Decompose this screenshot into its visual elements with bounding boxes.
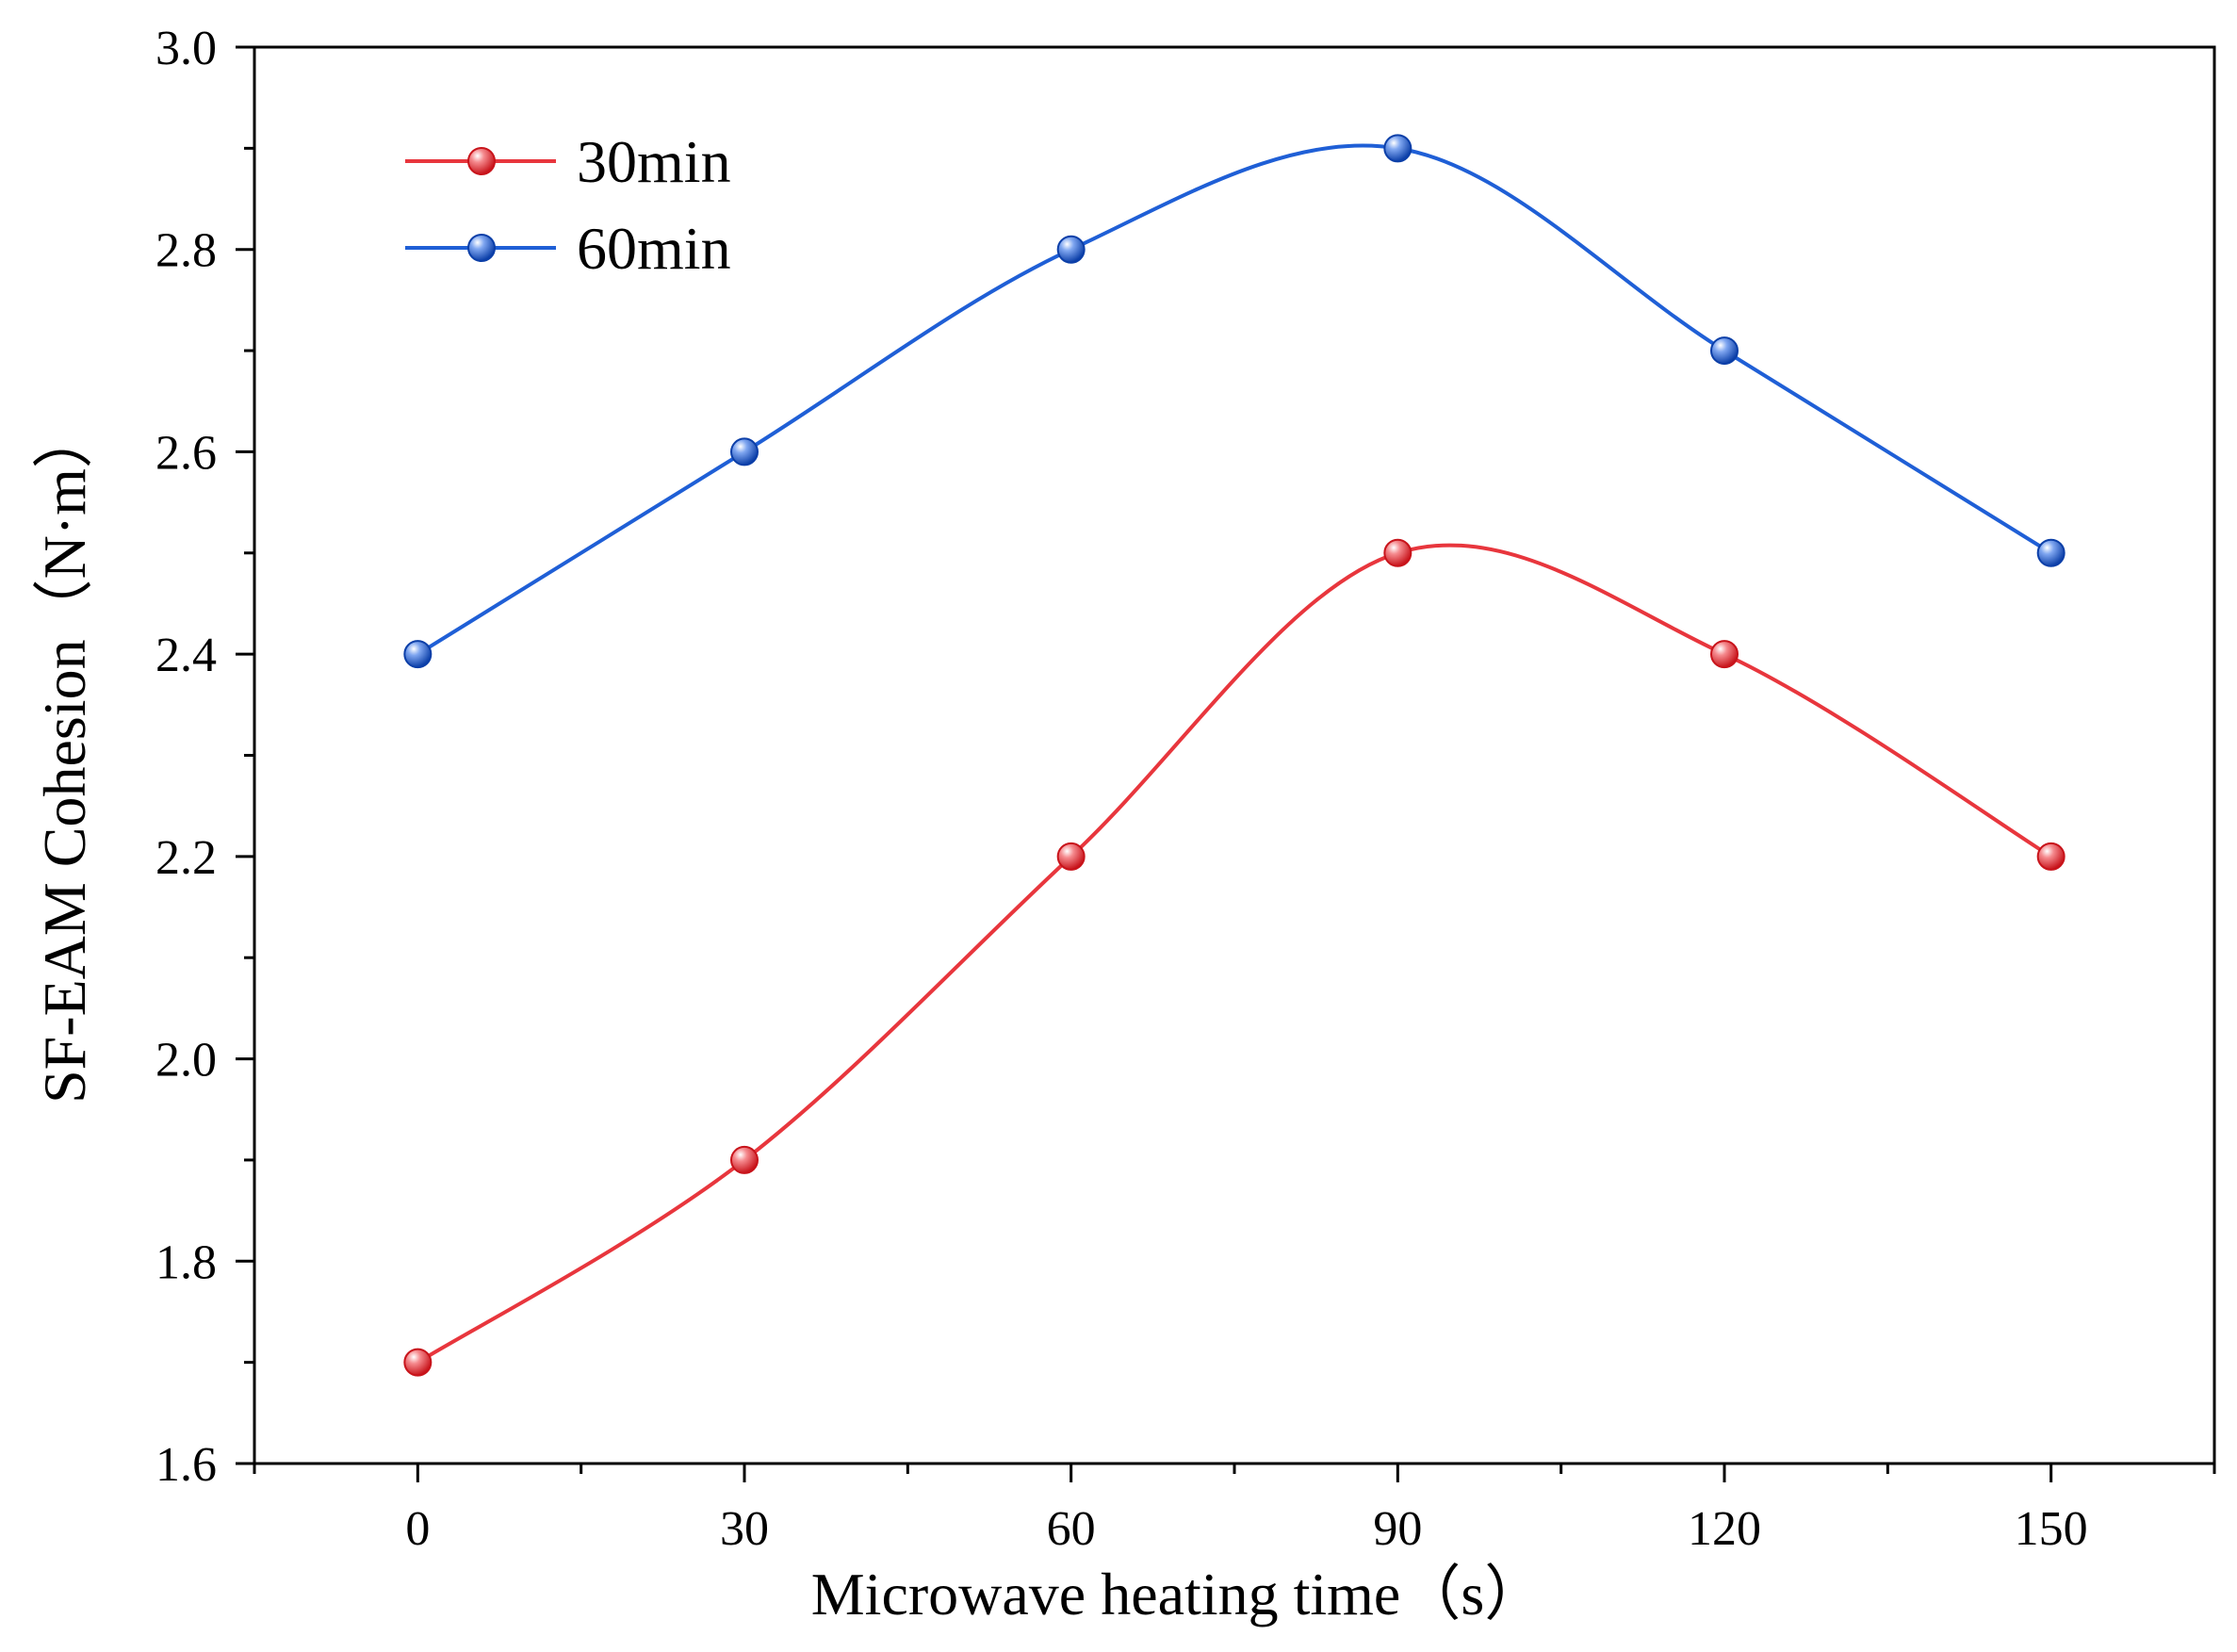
legend-label-30min: 30min <box>577 128 731 195</box>
point-30min-90 <box>1383 538 1412 567</box>
x-tick-label-120: 120 <box>1688 1502 1761 1556</box>
point-60min-150 <box>2036 538 2066 567</box>
point-30min-0 <box>403 1348 433 1377</box>
point-60min-120 <box>1710 336 1739 366</box>
x-tick-label-90: 90 <box>1373 1502 1422 1556</box>
y-tick-label-3.0: 3.0 <box>155 22 217 75</box>
legend-marker-30min <box>467 147 496 175</box>
y-axis-title: SF-EAM Cohesion（N·m） <box>31 408 98 1104</box>
y-tick-label-2.6: 2.6 <box>155 426 217 480</box>
point-30min-60 <box>1056 842 1086 871</box>
y-tick-label-1.8: 1.8 <box>155 1235 217 1289</box>
point-30min-30 <box>730 1145 759 1174</box>
axes-layer: 0 30 60 90 120 150 1.6 1.8 2.0 2.2 2.4 2.6 2.8 3.0 <box>155 22 2216 1556</box>
series-layer <box>403 134 2066 1377</box>
legend-marker-60min <box>467 234 496 262</box>
y-tick-label-1.6: 1.6 <box>155 1438 217 1492</box>
point-30min-150 <box>2036 842 2066 871</box>
series-line-60min <box>416 143 2052 656</box>
y-tick-label-2.0: 2.0 <box>155 1034 217 1088</box>
x-tick-label-0: 0 <box>405 1502 430 1556</box>
x-axis-title: Microwave heating time（s） <box>811 1561 1544 1627</box>
x-tick-label-60: 60 <box>1047 1502 1096 1556</box>
point-60min-0 <box>403 640 433 669</box>
point-60min-30 <box>730 437 759 466</box>
point-30min-120 <box>1710 640 1739 669</box>
y-tick-label-2.2: 2.2 <box>155 831 217 885</box>
legend: 30min 60min <box>405 128 731 282</box>
legend-label-60min: 60min <box>577 215 731 282</box>
y-tick-label-2.8: 2.8 <box>155 224 217 278</box>
plot-frame <box>253 45 2216 1465</box>
y-tick-label-2.4: 2.4 <box>155 629 217 682</box>
point-60min-60 <box>1056 235 1086 264</box>
point-60min-90 <box>1383 134 1412 163</box>
x-tick-label-30: 30 <box>720 1502 769 1556</box>
series-line-30min <box>416 543 2052 1365</box>
x-tick-label-150: 150 <box>2015 1502 2088 1556</box>
